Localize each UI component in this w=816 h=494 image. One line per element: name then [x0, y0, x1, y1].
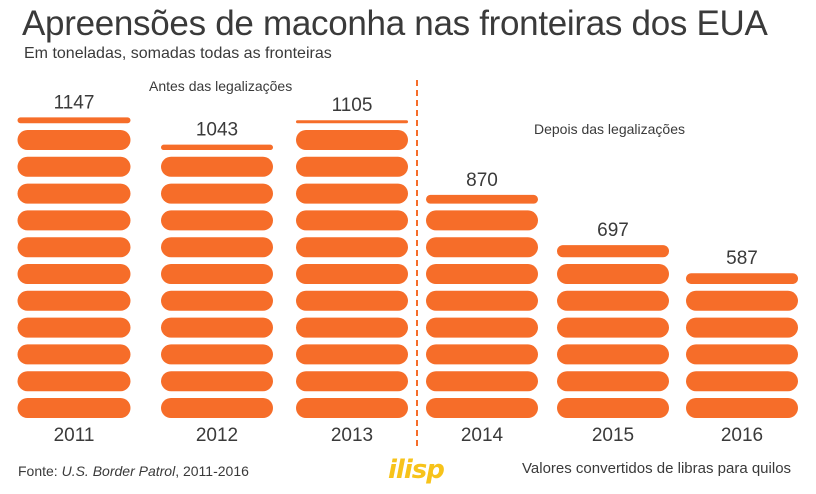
value-label-2015: 697 [597, 220, 629, 241]
bar-segment [426, 237, 538, 258]
bar-segment [161, 290, 273, 311]
bar-segment [686, 398, 798, 418]
bar-segment-partial [161, 144, 273, 150]
year-label-2015: 2015 [592, 425, 634, 446]
bar-segment [296, 130, 408, 150]
bar-segment [426, 210, 538, 231]
bar-segment [161, 183, 273, 204]
bar-segment [17, 290, 131, 311]
bar-segment-partial [686, 273, 798, 284]
source-years: , 2011-2016 [175, 463, 249, 479]
bar-segment [17, 210, 131, 231]
bar-segment [161, 317, 273, 338]
bar-segment-partial [296, 120, 408, 124]
bar-segment [296, 210, 408, 231]
bar-segment-partial [426, 194, 538, 204]
bar-segment [17, 237, 131, 258]
value-label-2014: 870 [466, 170, 498, 191]
value-label-2016: 587 [726, 248, 758, 269]
bar-segment [296, 183, 408, 204]
bar-segment [426, 290, 538, 311]
bar-segment [296, 317, 408, 338]
bar-segment [17, 264, 131, 284]
bar-segment [161, 371, 273, 392]
bar-segment [426, 264, 538, 284]
bar-segment [296, 398, 408, 418]
annotation-before-legalization: Antes das legalizações [149, 78, 293, 94]
bar-segment [557, 290, 669, 311]
bar-segment [17, 371, 131, 392]
bar-segment [557, 371, 669, 392]
bar-segment [426, 344, 538, 365]
bar-segment [426, 398, 538, 418]
chart-subtitle: Em toneladas, somadas todas as fronteira… [24, 45, 332, 62]
bar-segment-partial [17, 117, 131, 124]
annotation-after-legalization: Depois das legalizações [534, 121, 685, 137]
bar-segment [161, 398, 273, 418]
year-label-2016: 2016 [721, 425, 763, 446]
bar-segment [17, 398, 131, 418]
year-label-2013: 2013 [331, 425, 373, 446]
conversion-note: Valores convertidos de libras para quilo… [522, 460, 792, 477]
bar-segment [557, 317, 669, 338]
bar-segment [296, 237, 408, 258]
bar-segment [17, 156, 131, 177]
bar-segment [17, 344, 131, 365]
bar-segment [17, 317, 131, 338]
bar-segment [161, 264, 273, 284]
bar-segment [296, 264, 408, 284]
bar-segment [161, 237, 273, 258]
bar-segment [161, 210, 273, 231]
source-note: Fonte: U.S. Border Patrol, 2011-2016 [18, 463, 249, 479]
chart-title: Apreensões de maconha nas fronteiras dos… [22, 4, 768, 43]
bar-stack-2013 [296, 120, 408, 418]
bar-segment [686, 371, 798, 392]
bar-segment [296, 156, 408, 177]
bar-segment-partial [557, 245, 669, 258]
source-prefix: Fonte: [18, 463, 62, 479]
bar-stack-2015 [557, 245, 669, 418]
bar-segment [296, 371, 408, 392]
ilisp-logo[interactable]: ilisp [388, 455, 445, 485]
bar-stack-2012 [161, 144, 273, 418]
bar-segment [426, 317, 538, 338]
bar-stack-2014 [426, 194, 538, 418]
bar-stack-2016 [686, 273, 798, 418]
bar-segment [557, 398, 669, 418]
bar-segment [17, 183, 131, 204]
bar-segment [686, 317, 798, 338]
year-label-2012: 2012 [196, 425, 238, 446]
bar-segment [161, 156, 273, 177]
bar-segment [296, 344, 408, 365]
value-label-2013: 1105 [332, 95, 373, 116]
bar-segment [296, 290, 408, 311]
year-label-2011: 2011 [54, 425, 95, 446]
year-label-2014: 2014 [461, 425, 504, 446]
bar-stack-2011 [17, 117, 131, 418]
bar-segment [426, 371, 538, 392]
value-label-2011: 1147 [54, 92, 95, 113]
bar-segment [17, 130, 131, 150]
bar-segment [686, 290, 798, 311]
bar-segment [686, 344, 798, 365]
bar-segment [557, 344, 669, 365]
bar-segment [161, 344, 273, 365]
source-name: U.S. Border Patrol [61, 463, 176, 479]
value-label-2012: 1043 [196, 120, 238, 141]
bar-segment [557, 264, 669, 284]
